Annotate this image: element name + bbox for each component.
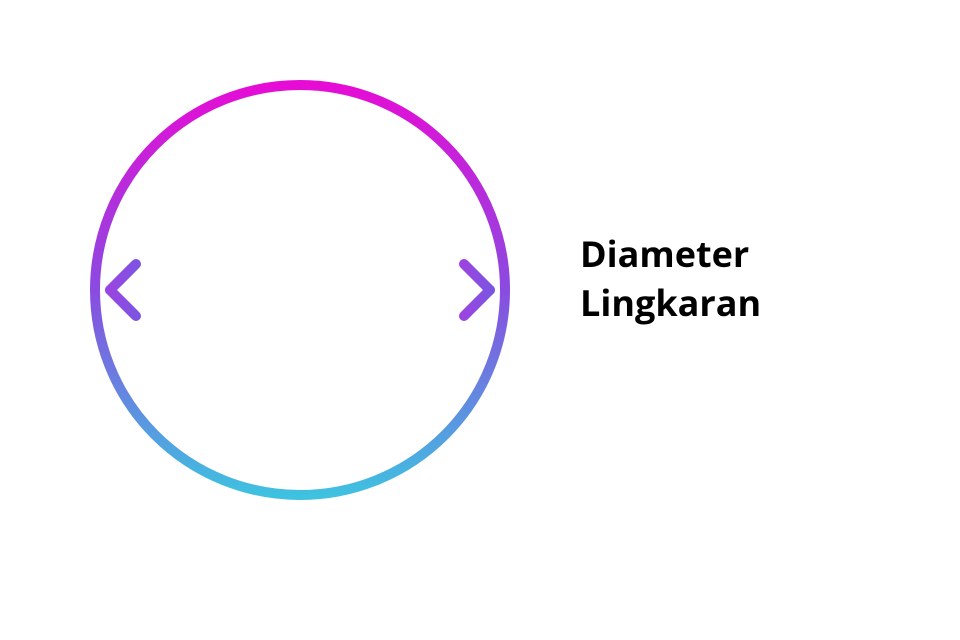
- circle-diameter-diagram: [80, 70, 520, 510]
- label-line-2: Lingkaran: [580, 279, 761, 328]
- diagram-svg: [80, 70, 520, 510]
- diagram-label: Diameter Lingkaran: [580, 230, 761, 327]
- label-line-1: Diameter: [580, 230, 761, 279]
